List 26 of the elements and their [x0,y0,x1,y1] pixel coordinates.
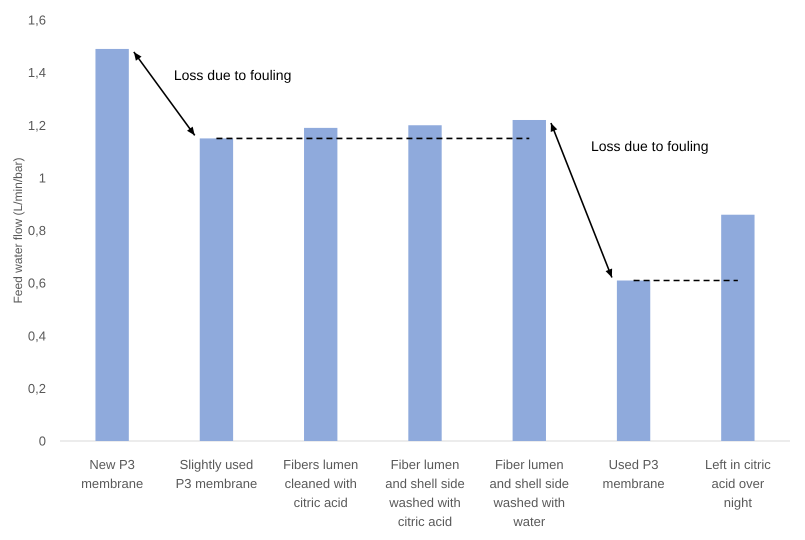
bar [95,48,129,441]
bar [200,138,234,441]
y-tick-label: 0,6 [28,276,46,291]
y-tick-label: 1 [38,170,46,186]
y-tick-label: 0,2 [28,380,46,396]
y-tick-label: 0 [38,434,46,449]
x-tick-label: Used P3 membrane [602,457,665,491]
bar [512,120,546,441]
x-tick-label: Slightly used P3 membrane [176,457,258,491]
x-tick-label: Fiber lumen and shell side washed with citric acid [385,457,465,529]
bar [616,280,650,441]
bar [304,128,338,441]
annotation: Loss due to fouling [590,138,709,154]
bar [408,125,442,441]
y-tick-label: 1,4 [28,65,46,80]
x-tick-label: New P3 membrane [81,457,144,491]
y-axis-title: Feed water flow (L/min/bar) [11,157,25,304]
y-tick-label: 1,2 [28,118,46,133]
y-tick-label: 1,6 [28,12,46,28]
y-tick-label: 0,4 [28,328,46,344]
x-tick-label: Left in citric acid over night [704,457,772,510]
annotation: Loss due to fouling [174,66,292,83]
bar [721,214,755,441]
x-tick-label: Fibers lumen cleaned with citric acid [283,457,358,510]
x-tick-label: Fiber lumen and shell side washed with water [490,457,570,529]
y-tick-label: 0,8 [28,223,46,238]
